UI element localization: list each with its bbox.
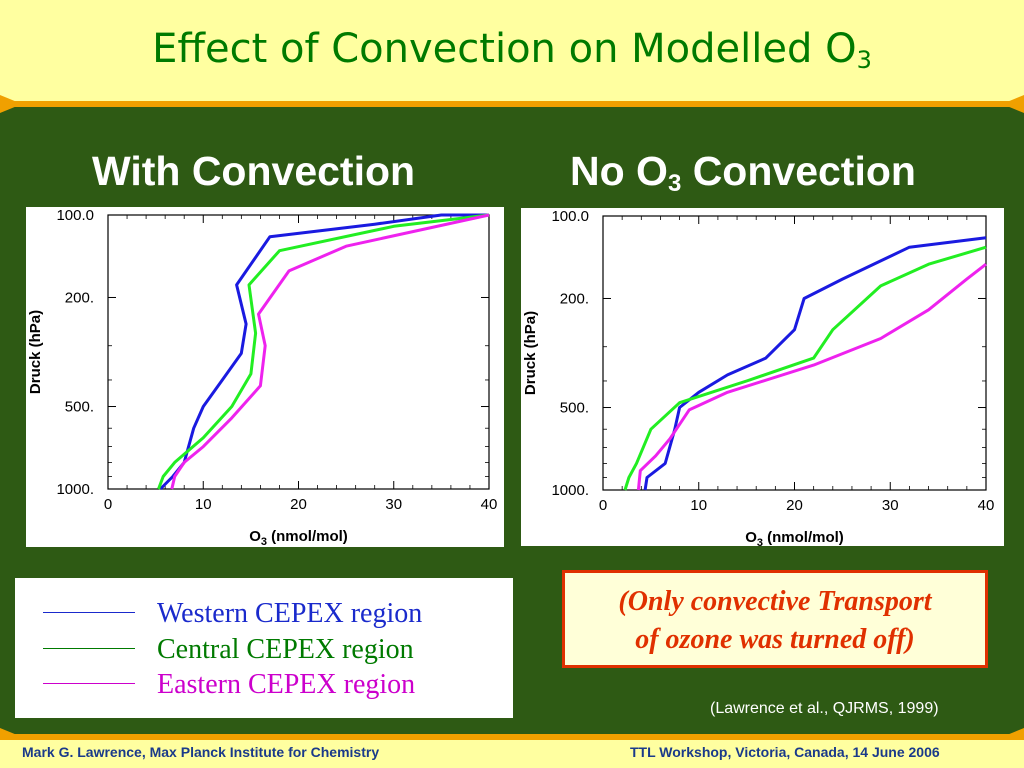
legend-box: Western CEPEX region Central CEPEX regio… (15, 578, 513, 718)
legend-label-western: Western CEPEX region (157, 598, 423, 629)
slide-title-subscript: 3 (856, 46, 872, 74)
footer-rule (0, 734, 1024, 740)
x-tick-label: 40 (481, 496, 498, 513)
legend-label-central: Central CEPEX region (157, 634, 414, 665)
right-panel-title: No O3 Convection (570, 148, 916, 198)
x-tick-label: 30 (882, 497, 899, 514)
x-tick-label: 20 (786, 497, 803, 514)
legend-line-western (43, 612, 135, 613)
title-banner (0, 0, 1024, 104)
y-tick-label: 100.0 (56, 207, 94, 224)
right-panel-title-post: Convection (681, 148, 916, 194)
x-tick-label: 10 (690, 497, 707, 514)
y-tick-label: 200. (65, 289, 94, 306)
x-axis-label: O3 (nmol/mol) (249, 528, 348, 547)
legend-line-eastern (43, 683, 135, 684)
legend-item-central: Central CEPEX region (15, 634, 513, 665)
header-rule (0, 101, 1024, 107)
x-tick-label: 20 (290, 496, 307, 513)
citation: (Lawrence et al., QJRMS, 1999) (710, 700, 939, 717)
y-tick-label: 500. (560, 400, 589, 417)
x-axis-label: O3 (nmol/mol) (745, 529, 844, 546)
slide-title: Effect of Convection on Modelled O3 (0, 26, 1024, 74)
x-tick-label: 40 (978, 497, 995, 514)
y-axis-label: Druck (hPa) (522, 311, 539, 395)
chart-with-convection-svg: 0 10 20 30 40 100.0 200. 500. 1000. O3 (nmol/mol)… (27, 207, 498, 547)
legend-item-eastern: Eastern CEPEX region (15, 669, 513, 700)
note-line-1: (Only convective Transport (618, 586, 932, 617)
note-box: (Only convective Transport of ozone was … (562, 570, 988, 668)
y-tick-label: 1000. (56, 481, 94, 498)
header-arrow-right (1002, 95, 1024, 113)
series-line-eastern (636, 263, 987, 491)
plot-frame (107, 214, 490, 490)
series-line-central (157, 213, 490, 490)
slide-title-main: Effect of Convection on Modelled O (152, 26, 857, 72)
chart-no-o3-convection: 0 10 20 30 40 100.0 200. 500. 1000. O3 (nmol/mol)… (521, 208, 1004, 546)
right-panel-title-pre: No O (570, 148, 668, 194)
y-tick-label: 200. (560, 290, 589, 307)
y-tick-label: 1000. (551, 482, 589, 499)
x-tick-label: 30 (385, 496, 402, 513)
y-axis-label: Druck (hPa) (27, 310, 44, 394)
chart-with-convection: 0 10 20 30 40 100.0 200. 500. 1000. O3 (nmol/mol)… (26, 207, 504, 547)
footer-right-text: TTL Workshop, Victoria, Canada, 14 June … (630, 744, 940, 760)
chart-no-o3-convection-svg: 0 10 20 30 40 100.0 200. 500. 1000. O3 (nmol/mol)… (522, 208, 995, 546)
x-tick-label: 10 (195, 496, 212, 513)
legend-line-central (43, 648, 135, 649)
series-line-central (623, 245, 987, 491)
y-tick-label: 500. (65, 399, 94, 416)
series-line-eastern (170, 213, 490, 490)
right-panel-title-subscript: 3 (667, 170, 682, 197)
note-line-2: of ozone was turned off) (635, 624, 915, 655)
footer-bar (0, 740, 1024, 768)
left-panel-title: With Convection (92, 148, 416, 194)
y-tick-label: 100.0 (551, 208, 589, 225)
series-line-western (643, 236, 987, 491)
x-tick-label: 0 (104, 496, 112, 513)
footer-left-text: Mark G. Lawrence, Max Planck Institute f… (22, 744, 380, 760)
legend-item-western: Western CEPEX region (15, 598, 513, 629)
x-tick-label: 0 (599, 497, 607, 514)
header-arrow-left (0, 95, 22, 113)
legend-label-eastern: Eastern CEPEX region (157, 669, 416, 700)
